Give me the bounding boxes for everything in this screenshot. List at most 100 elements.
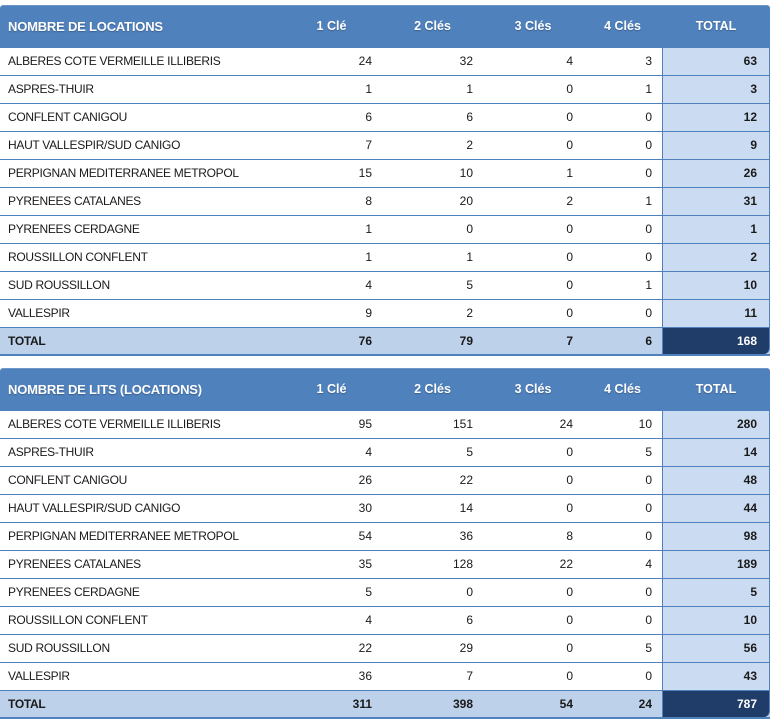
row-total-cell: 9	[662, 132, 770, 159]
table-row: ROUSSILLON CONFLENT 1 1 0 0 2	[0, 244, 770, 272]
value-cell: 1	[645, 278, 652, 292]
value-cell: 0	[645, 613, 652, 627]
lits-table: NOMBRE DE LITS (LOCATIONS) 1 Clé 2 Clés …	[0, 368, 770, 719]
value-cell: 0	[566, 82, 573, 96]
value-cell: 95	[358, 417, 372, 431]
value-cell: 24	[638, 697, 652, 711]
grand-total-cell: 168	[662, 328, 770, 354]
value-cell: 32	[459, 54, 473, 68]
value-cell: 54	[358, 529, 372, 543]
table-row: PYRENEES CATALANES 35 128 22 4 189	[0, 551, 770, 579]
table-row: PYRENEES CERDAGNE 5 0 0 0 5	[0, 579, 770, 607]
row-label: CONFLENT CANIGOU	[8, 473, 127, 487]
lits-table-header: NOMBRE DE LITS (LOCATIONS) 1 Clé 2 Clés …	[0, 368, 770, 411]
row-total-cell: 43	[662, 663, 770, 690]
row-label: ASPRES-THUIR	[8, 82, 94, 96]
value-cell: 4	[566, 54, 573, 68]
row-total-cell: 5	[662, 579, 770, 606]
row-label: PERPIGNAN MEDITERRANEE METROPOL	[8, 529, 239, 543]
value-cell: 8	[365, 194, 372, 208]
value-cell: 6	[365, 110, 372, 124]
row-label: ALBERES COTE VERMEILLE ILLIBERIS	[8, 417, 221, 431]
value-cell: 311	[352, 697, 372, 711]
table-row: ASPRES-THUIR 1 1 0 1 3	[0, 76, 770, 104]
value-cell: 5	[365, 585, 372, 599]
value-cell: 10	[638, 417, 652, 431]
table-row: ALBERES COTE VERMEILLE ILLIBERIS 95 151 24 1…	[0, 411, 770, 439]
row-label: ASPRES-THUIR	[8, 445, 94, 459]
table-row: SUD ROUSSILLON 22 29 0 5 56	[0, 635, 770, 663]
row-total-cell: 98	[662, 523, 770, 550]
row-total-cell: 280	[662, 411, 770, 438]
table-row: HAUT VALLESPIR/SUD CANIGO 30 14 0 0 44	[0, 495, 770, 523]
value-cell: 3	[645, 54, 652, 68]
value-cell: 14	[459, 501, 473, 515]
value-cell: 0	[566, 473, 573, 487]
value-cell: 22	[459, 473, 473, 487]
value-cell: 76	[358, 334, 372, 348]
value-cell: 0	[645, 585, 652, 599]
table-row: PERPIGNAN MEDITERRANEE METROPOL 54 36 8 0 98	[0, 523, 770, 551]
column-header-2-cles: 2 Clés	[414, 19, 451, 33]
value-cell: 30	[358, 501, 372, 515]
row-total-cell: 2	[662, 244, 770, 271]
value-cell: 0	[566, 613, 573, 627]
row-label: SUD ROUSSILLON	[8, 278, 110, 292]
value-cell: 0	[466, 585, 473, 599]
value-cell: 10	[459, 166, 473, 180]
value-cell: 4	[645, 557, 652, 571]
value-cell: 0	[566, 110, 573, 124]
column-header-1-cle: 1 Clé	[316, 382, 347, 396]
row-label: CONFLENT CANIGOU	[8, 110, 127, 124]
value-cell: 0	[645, 529, 652, 543]
value-cell: 0	[566, 669, 573, 683]
value-cell: 0	[566, 138, 573, 152]
row-label: VALLESPIR	[8, 306, 70, 320]
value-cell: 4	[365, 613, 372, 627]
row-total-cell: 14	[662, 439, 770, 466]
table-row: SUD ROUSSILLON 4 5 0 1 10	[0, 272, 770, 300]
row-total-cell: 26	[662, 160, 770, 187]
value-cell: 2	[466, 138, 473, 152]
column-header-4-cles: 4 Clés	[604, 19, 641, 33]
value-cell: 0	[566, 222, 573, 236]
grand-total-cell: 787	[662, 691, 770, 717]
value-cell: 5	[466, 278, 473, 292]
table-row: HAUT VALLESPIR/SUD CANIGO 7 2 0 0 9	[0, 132, 770, 160]
value-cell: 0	[566, 250, 573, 264]
value-cell: 7	[566, 334, 573, 348]
value-cell: 8	[566, 529, 573, 543]
value-cell: 1	[645, 194, 652, 208]
row-total-cell: 11	[662, 300, 770, 327]
locations-table-body: ALBERES COTE VERMEILLE ILLIBERIS 24 32 4 3 63…	[0, 48, 770, 356]
value-cell: 1	[566, 166, 573, 180]
value-cell: 0	[645, 250, 652, 264]
value-cell: 36	[358, 669, 372, 683]
table-row: PYRENEES CERDAGNE 1 0 0 0 1	[0, 216, 770, 244]
value-cell: 0	[645, 166, 652, 180]
value-cell: 1	[645, 82, 652, 96]
value-cell: 7	[365, 138, 372, 152]
value-cell: 24	[358, 54, 372, 68]
value-cell: 22	[559, 557, 573, 571]
value-cell: 0	[645, 669, 652, 683]
row-label: PERPIGNAN MEDITERRANEE METROPOL	[8, 166, 239, 180]
column-header-1-cle: 1 Clé	[316, 19, 347, 33]
row-label: ROUSSILLON CONFLENT	[8, 250, 148, 264]
row-total-cell: 10	[662, 272, 770, 299]
value-cell: 0	[645, 473, 652, 487]
table-row: ROUSSILLON CONFLENT 4 6 0 0 10	[0, 607, 770, 635]
value-cell: 5	[645, 641, 652, 655]
value-cell: 0	[566, 445, 573, 459]
value-cell: 151	[452, 417, 473, 431]
row-label: TOTAL	[8, 697, 46, 711]
column-header-total: TOTAL	[695, 382, 737, 396]
value-cell: 0	[645, 138, 652, 152]
row-label: TOTAL	[8, 334, 46, 348]
value-cell: 36	[459, 529, 473, 543]
value-cell: 54	[559, 697, 573, 711]
value-cell: 5	[466, 445, 473, 459]
value-cell: 29	[459, 641, 473, 655]
table-title: NOMBRE DE LITS (LOCATIONS)	[8, 382, 202, 397]
value-cell: 0	[645, 306, 652, 320]
